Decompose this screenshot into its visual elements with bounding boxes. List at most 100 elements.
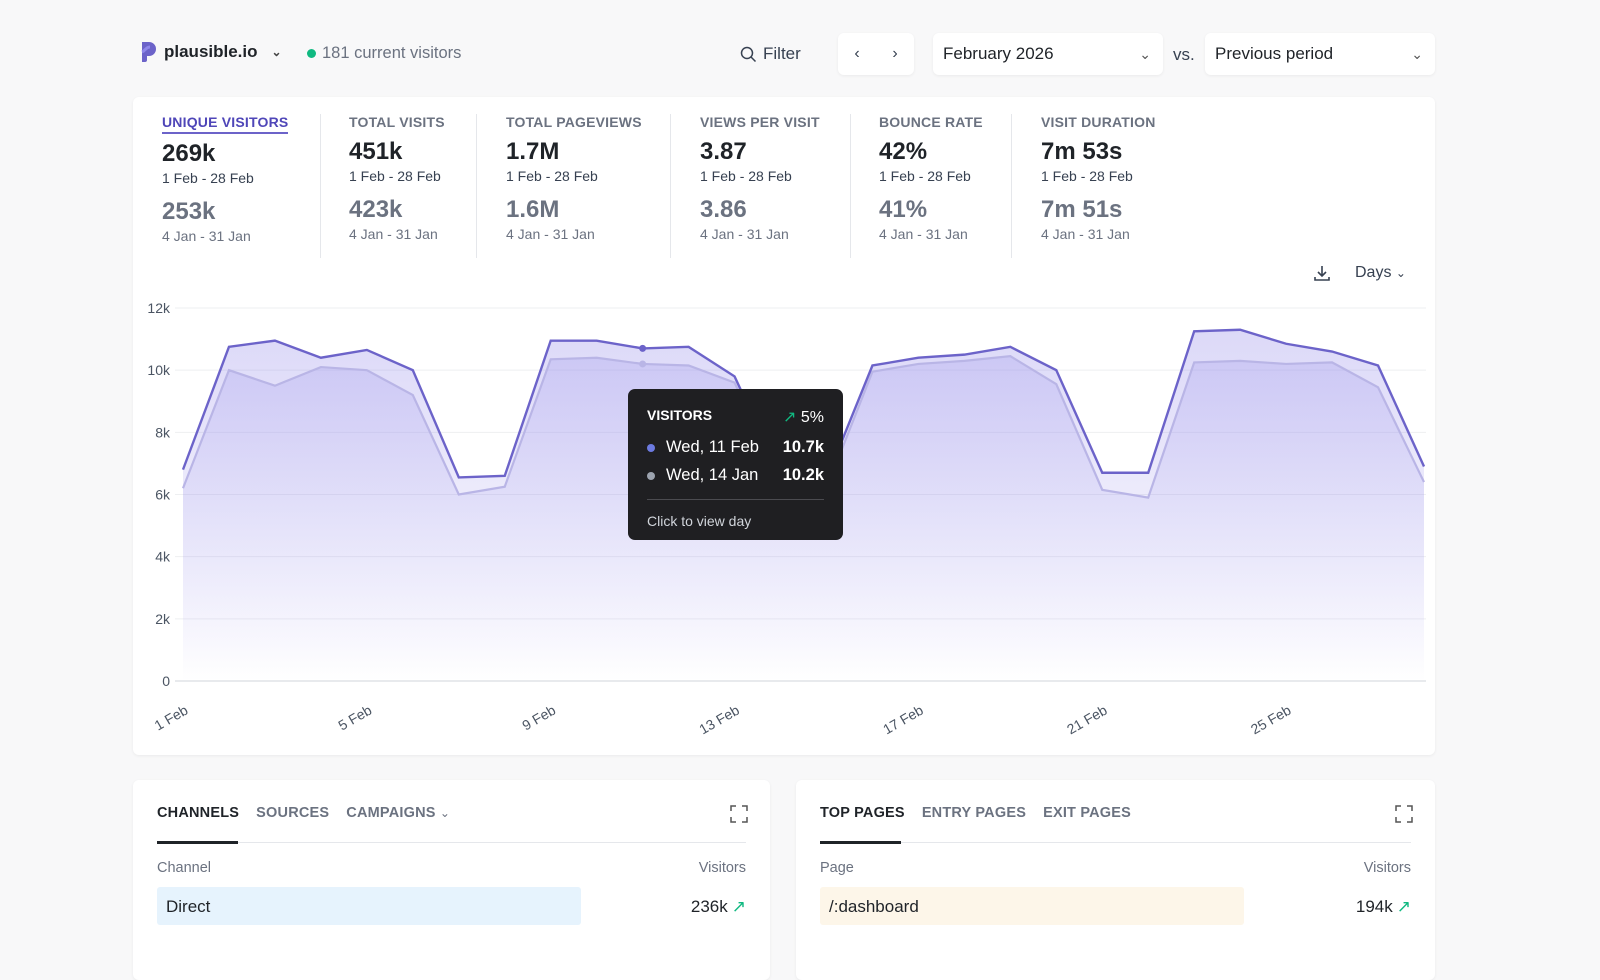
stat-previous-value: 423k <box>349 196 403 223</box>
list-item[interactable]: Direct 236k ↗ <box>157 887 746 925</box>
row-bar <box>820 887 1244 925</box>
filter-button[interactable]: Filter <box>740 44 801 64</box>
stat-divider <box>320 114 321 258</box>
tab-entry-pages[interactable]: ENTRY PAGES <box>921 805 1027 821</box>
expand-icon[interactable] <box>730 805 748 823</box>
row-value-text: 194k <box>1355 897 1393 916</box>
stat-value: 451k <box>349 138 403 165</box>
tab-exit-pages[interactable]: EXIT PAGES <box>1043 805 1132 821</box>
current-visitors-label: 181 current visitors <box>322 44 462 62</box>
current-dot-icon <box>647 443 655 452</box>
stat-previous-range: 4 Jan - 31 Jan <box>349 226 438 242</box>
stat-total-visits[interactable]: TOTAL VISITS 451k 1 Feb - 28 Feb 423k 4 … <box>349 114 445 259</box>
stat-total-pageviews[interactable]: TOTAL PAGEVIEWS 1.7M 1 Feb - 28 Feb 1.6M… <box>506 114 642 259</box>
chevron-down-icon: ⌄ <box>271 45 282 59</box>
stat-unique-visitors[interactable]: UNIQUE VISITORS 269k 1 Feb - 28 Feb 253k… <box>162 114 289 259</box>
stat-value: 42% <box>879 138 928 165</box>
site-name: plausible.io <box>164 42 258 61</box>
stat-divider <box>850 114 851 258</box>
search-icon <box>740 46 757 62</box>
sources-panel: CHANNELS SOURCES CAMPAIGNS ⌄ Channel Visi… <box>133 780 770 980</box>
stat-divider <box>476 114 477 258</box>
tab-channels[interactable]: CHANNELS <box>157 805 240 821</box>
stat-previous-value: 41% <box>879 196 928 223</box>
comparison-label: Previous period <box>1215 44 1334 63</box>
row-value-text: 236k <box>690 897 728 916</box>
tab-sources[interactable]: SOURCES <box>256 805 330 821</box>
tooltip-date: Wed, 14 Jan <box>666 466 759 484</box>
stat-bounce-rate[interactable]: BOUNCE RATE 42% 1 Feb - 28 Feb 41% 4 Jan… <box>879 114 983 259</box>
interval-select[interactable]: Days ⌄ <box>1355 264 1406 282</box>
tab-campaigns-label: CAMPAIGNS <box>346 805 436 821</box>
site-switcher[interactable]: plausible.io ⌄ <box>140 42 282 62</box>
filter-label: Filter <box>763 44 801 63</box>
period-nav: ‹ › <box>838 33 914 75</box>
tab-campaigns[interactable]: CAMPAIGNS ⌄ <box>346 805 450 821</box>
arrow-up-right-icon: ↗ <box>731 897 746 916</box>
y-tick-label: 0 <box>162 673 170 689</box>
arrow-up-right-icon: ↗ <box>783 409 797 426</box>
stat-previous-value: 253k <box>162 198 216 225</box>
active-tab-indicator <box>820 841 901 844</box>
tooltip-value: 10.2k <box>782 466 824 484</box>
stat-value: 7m 53s <box>1041 138 1123 165</box>
x-tick-label: 17 Feb <box>880 702 926 738</box>
x-tick-label: 1 Feb <box>151 702 190 734</box>
stat-range: 1 Feb - 28 Feb <box>1041 168 1133 184</box>
stat-label: BOUNCE RATE <box>879 114 983 130</box>
stat-divider <box>670 114 671 258</box>
stat-divider <box>1011 114 1012 258</box>
live-dot-icon <box>307 49 316 58</box>
stat-previous-range: 4 Jan - 31 Jan <box>700 226 789 242</box>
stat-label: VISIT DURATION <box>1041 114 1156 130</box>
previous-hover-point <box>639 360 647 368</box>
chevron-down-icon: ⌄ <box>1139 45 1151 62</box>
tooltip-date: Wed, 11 Feb <box>666 438 759 456</box>
column-header-page: Page <box>820 860 854 876</box>
main-graph-card: UNIQUE VISITORS 269k 1 Feb - 28 Feb 253k… <box>133 97 1435 755</box>
chevron-down-icon: ⌄ <box>1395 266 1406 280</box>
column-header-visitors: Visitors <box>1363 860 1411 876</box>
period-select[interactable]: February 2026 ⌄ <box>933 33 1163 75</box>
stat-range: 1 Feb - 28 Feb <box>879 168 971 184</box>
column-header-visitors: Visitors <box>698 860 746 876</box>
stat-previous-value: 3.86 <box>700 196 747 223</box>
x-tick-label: 21 Feb <box>1064 702 1110 738</box>
current-visitors[interactable]: 181 current visitors <box>307 44 461 63</box>
expand-icon[interactable] <box>1395 805 1413 823</box>
stat-value: 3.87 <box>700 138 747 165</box>
tab-top-pages[interactable]: TOP PAGES <box>820 805 905 821</box>
graph-controls: Days ⌄ <box>1313 264 1406 282</box>
stat-views-per-visit[interactable]: VIEWS PER VISIT 3.87 1 Feb - 28 Feb 3.86… <box>700 114 820 259</box>
tooltip-change: ↗ 5% <box>783 407 824 427</box>
stat-previous-value: 1.6M <box>506 196 560 223</box>
tooltip-change-value: 5% <box>800 409 824 426</box>
x-tick-label: 9 Feb <box>519 702 558 734</box>
tooltip-title: VISITORS <box>647 407 713 423</box>
stat-label: VIEWS PER VISIT <box>700 114 820 130</box>
stat-visit-duration[interactable]: VISIT DURATION 7m 53s 1 Feb - 28 Feb 7m … <box>1041 114 1156 259</box>
stat-value: 1.7M <box>506 138 560 165</box>
row-name: Direct <box>166 897 211 916</box>
next-period-button[interactable]: › <box>892 45 898 62</box>
row-bar <box>157 887 581 925</box>
download-icon[interactable] <box>1313 264 1331 282</box>
y-tick-label: 8k <box>155 424 171 440</box>
tooltip-footer: Click to view day <box>647 513 752 529</box>
chart-tooltip[interactable]: VISITORS ↗ 5% Wed, 11 Feb 10.7k Wed, 14 Ja… <box>628 389 843 540</box>
previous-period-button[interactable]: ‹ <box>854 45 860 62</box>
stat-label: TOTAL PAGEVIEWS <box>506 114 642 130</box>
list-item[interactable]: /:dashboard 194k ↗ <box>820 887 1411 925</box>
stat-value: 269k <box>162 140 216 167</box>
y-tick-label: 10k <box>147 362 171 378</box>
stat-previous-range: 4 Jan - 31 Jan <box>506 226 595 242</box>
stat-label: TOTAL VISITS <box>349 114 445 130</box>
stat-previous-range: 4 Jan - 31 Jan <box>162 228 251 244</box>
plausible-logo-icon <box>141 42 156 62</box>
stat-label: UNIQUE VISITORS <box>162 114 289 134</box>
tooltip-row-current: Wed, 11 Feb 10.7k <box>647 438 824 457</box>
comparison-select[interactable]: Previous period ⌄ <box>1205 33 1435 75</box>
period-label: February 2026 <box>943 44 1054 63</box>
stat-previous-range: 4 Jan - 31 Jan <box>1041 226 1130 242</box>
stat-range: 1 Feb - 28 Feb <box>700 168 792 184</box>
